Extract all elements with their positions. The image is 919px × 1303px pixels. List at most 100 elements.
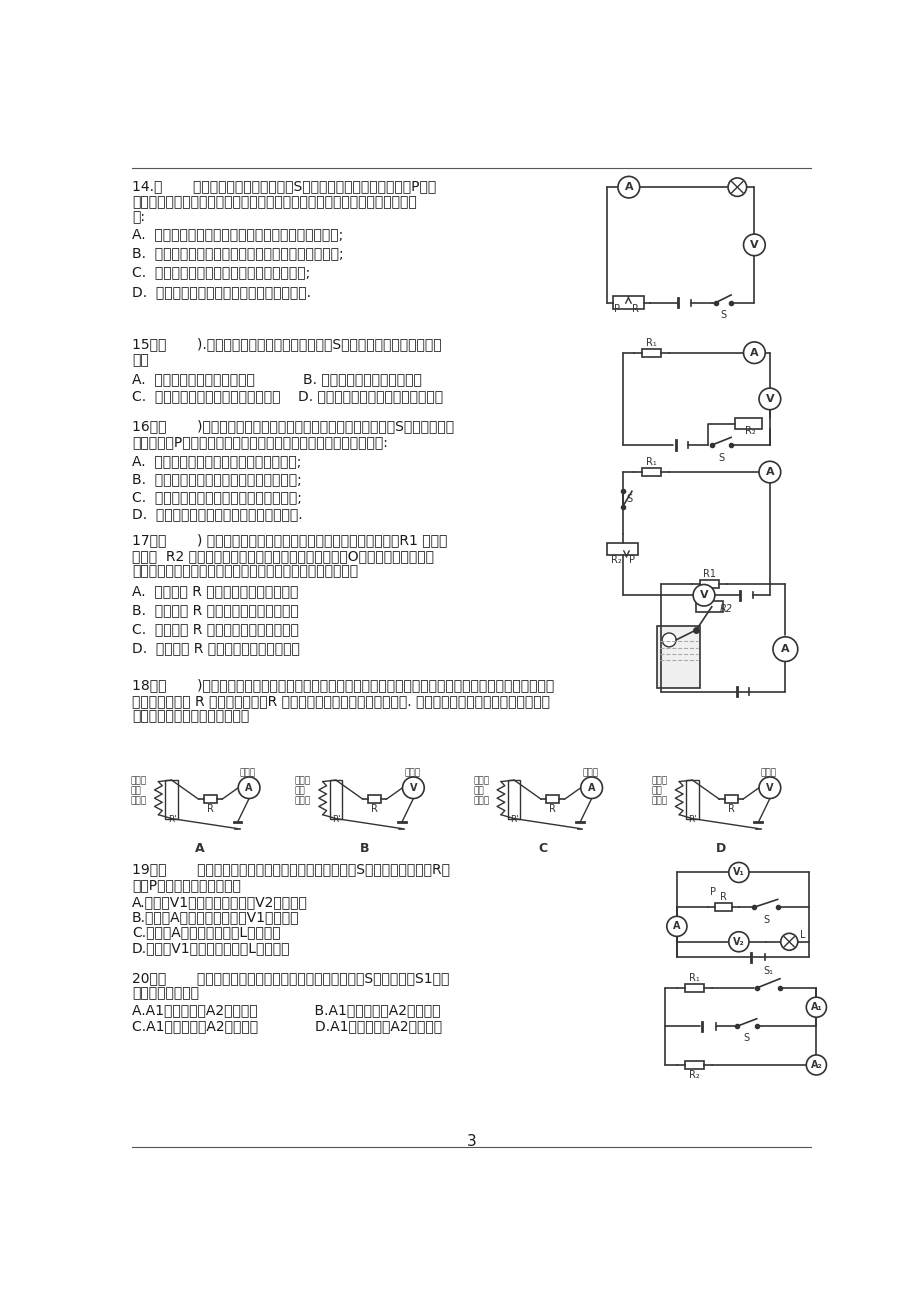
Text: 18、（       )小明同学在物理实践活动中，设计了如图所示的四种用电流表或电压表示数反映弹簧所受压力大: 18、（ )小明同学在物理实践活动中，设计了如图所示的四种用电流表或电压表示数反… — [132, 679, 553, 692]
Text: 15、（       ).如图所示，电源电压不变，当开关S闭合时，电表示数的变化情: 15、（ ).如图所示，电源电压不变，当开关S闭合时，电表示数的变化情 — [132, 337, 441, 352]
Text: R: R — [207, 804, 213, 814]
Bar — [696, 602, 722, 612]
Text: 滑片P向左移动，再次过程中: 滑片P向左移动，再次过程中 — [132, 878, 241, 891]
Text: V₂: V₂ — [732, 937, 744, 947]
Text: R': R' — [332, 816, 340, 825]
Text: 金属片: 金属片 — [651, 777, 666, 786]
Text: C.  电压表示数变大，电流表示数变小    D. 电压表示数变小，电流表示数变大: C. 电压表示数变大，电流表示数变小 D. 电压表示数变小，电流表示数变大 — [132, 390, 443, 404]
Text: 小的电路，图中 R 是滑动变阻器，R 是定值电阻，电源两极间电压恒定. 四个电路中有一个电路能实现压力增: 小的电路，图中 R 是滑动变阻器，R 是定值电阻，电源两极间电压恒定. 四个电路… — [132, 693, 550, 708]
Text: （即电流表）指针的示数就能知道油面高度，它的工作原理是: （即电流表）指针的示数就能知道油面高度，它的工作原理是 — [132, 564, 357, 579]
Text: D.  电流表的示数变小，电压表的示数变小.: D. 电流表的示数变小，电压表的示数变小. — [132, 507, 302, 521]
Text: A.电压表V1示数变小，电压表V2示数变大: A.电压表V1示数变小，电压表V2示数变大 — [132, 895, 308, 908]
Text: A: A — [673, 921, 680, 932]
Circle shape — [758, 777, 780, 799]
Text: P: P — [629, 555, 634, 566]
Text: C.  电流表、电压表的读数都变小，灯泡变暗;: C. 电流表、电压表的读数都变小，灯泡变暗; — [132, 266, 310, 280]
Text: 弹簧: 弹簧 — [472, 786, 483, 795]
Circle shape — [743, 341, 765, 364]
Text: R': R' — [687, 816, 697, 825]
Text: 弹簧: 弹簧 — [651, 786, 662, 795]
Bar — [699, 580, 719, 588]
Text: 弹簧: 弹簧 — [294, 786, 305, 795]
Text: 电阻，  R2 是滑动变阻器，它的金属滑片是杆的一端，O是转动轴，从油量表: 电阻， R2 是滑动变阻器，它的金属滑片是杆的一端，O是转动轴，从油量表 — [132, 549, 434, 563]
Text: 14.（       ）如右图所示的电路，开关S闭合后，将滑动变阻器的滑片P向右: 14.（ ）如右图所示的电路，开关S闭合后，将滑动变阻器的滑片P向右 — [132, 180, 436, 193]
Text: R: R — [549, 804, 556, 814]
Circle shape — [743, 235, 765, 255]
Bar — [684, 1061, 703, 1068]
Text: B.  电流表的示数变大，电压表的示数变小;: B. 电流表的示数变大，电压表的示数变小; — [132, 472, 301, 486]
Circle shape — [403, 777, 424, 799]
Text: S: S — [743, 1032, 749, 1042]
Text: C: C — [538, 842, 547, 855]
Circle shape — [805, 997, 825, 1018]
Circle shape — [772, 637, 797, 662]
Text: A: A — [245, 783, 253, 792]
Text: R₂: R₂ — [610, 555, 621, 566]
Text: 金属片: 金属片 — [130, 777, 146, 786]
Text: A.  电流表的示数变小，电压表的示数变大;: A. 电流表的示数变小，电压表的示数变大; — [132, 455, 301, 468]
Bar — [204, 795, 217, 803]
Circle shape — [662, 633, 675, 646]
Text: L: L — [800, 930, 805, 939]
Text: R': R' — [167, 816, 176, 825]
Text: C.电流表A示数不变，灯泡L亮度变亮: C.电流表A示数不变，灯泡L亮度变亮 — [132, 925, 280, 939]
Text: A.A1示数变大，A2示数不变             B.A1示数变大，A2示数变大: A.A1示数变大，A2示数不变 B.A1示数变大，A2示数变大 — [132, 1003, 440, 1018]
Text: 况是: 况是 — [132, 353, 149, 366]
Text: A: A — [780, 644, 789, 654]
Text: V: V — [766, 783, 773, 792]
Text: 弹簧: 弹簧 — [130, 786, 142, 795]
Circle shape — [666, 916, 686, 937]
Text: D.  油面降低 R 变小，油量表指针偏转大: D. 油面降低 R 变小，油量表指针偏转大 — [132, 641, 300, 655]
Text: R₁: R₁ — [646, 337, 656, 348]
Text: A.  电流表、电压表示数均变大           B. 电流表、电压表示数均变小: A. 电流表、电压表示数均变大 B. 电流表、电压表示数均变小 — [132, 371, 422, 386]
Text: 滑动的过程中，有关电流表和电压表的读数以及灯泡亮度的变化，叙述正确的: 滑动的过程中，有关电流表和电压表的读数以及灯泡亮度的变化，叙述正确的 — [132, 195, 416, 208]
Circle shape — [728, 932, 748, 951]
Text: 电压表: 电压表 — [403, 769, 420, 778]
Text: D.  电流表、电压表的读数都变大，灯泡变亮.: D. 电流表、电压表的读数都变大，灯泡变亮. — [132, 285, 311, 298]
Text: C.  油面降低 R 变大，油量表指针偏转小: C. 油面降低 R 变大，油量表指针偏转小 — [132, 623, 299, 636]
Text: R: R — [720, 893, 726, 902]
Circle shape — [780, 933, 797, 950]
Text: S: S — [626, 494, 632, 504]
Bar — [641, 468, 661, 476]
Bar — [607, 543, 638, 555]
Text: 金属片: 金属片 — [472, 777, 489, 786]
Text: A: A — [587, 783, 595, 792]
Text: R₁: R₁ — [688, 973, 699, 982]
Text: V: V — [699, 590, 708, 601]
Bar — [724, 795, 737, 803]
Text: 电压表: 电压表 — [760, 769, 776, 778]
Text: V: V — [409, 783, 416, 792]
Text: R₂: R₂ — [744, 426, 755, 437]
Text: 绝缘板: 绝缘板 — [472, 796, 489, 805]
Text: R': R' — [510, 816, 518, 825]
Text: 17、（       ) 如图所示是一种能自动测定油箱内油面高度的装置，R1 是定值: 17、（ ) 如图所示是一种能自动测定油箱内油面高度的装置，R1 是定值 — [132, 534, 447, 547]
Text: V: V — [765, 394, 774, 404]
Text: S: S — [718, 453, 724, 463]
Bar — [657, 625, 699, 688]
Text: S₁: S₁ — [763, 967, 773, 976]
Text: R₂: R₂ — [688, 1070, 699, 1080]
Bar — [684, 984, 703, 992]
Bar — [641, 349, 661, 357]
Bar — [368, 795, 380, 803]
Bar — [507, 780, 520, 818]
Circle shape — [238, 777, 260, 799]
Text: V₁: V₁ — [732, 868, 744, 877]
Text: 大，电表示数增大，这个电路是: 大，电表示数增大，这个电路是 — [132, 709, 249, 723]
Text: D.电压表V1示数不变，灯泡L亮度变暗: D.电压表V1示数不变，灯泡L亮度变暗 — [132, 941, 290, 955]
Text: 绝缘板: 绝缘板 — [130, 796, 146, 805]
Text: R: R — [370, 804, 378, 814]
Circle shape — [728, 863, 748, 882]
Text: A₂: A₂ — [810, 1059, 822, 1070]
Text: 是:: 是: — [132, 210, 145, 224]
Circle shape — [580, 777, 602, 799]
Text: V: V — [749, 240, 758, 250]
Text: A.  油面升高 R 变大，油量表指针偏转大: A. 油面升高 R 变大，油量表指针偏转大 — [132, 584, 298, 598]
Bar — [714, 903, 732, 911]
Text: D: D — [715, 842, 725, 855]
Text: 金属片: 金属片 — [294, 777, 311, 786]
Circle shape — [727, 179, 746, 197]
Text: R2: R2 — [719, 605, 732, 614]
Text: B: B — [359, 842, 369, 855]
